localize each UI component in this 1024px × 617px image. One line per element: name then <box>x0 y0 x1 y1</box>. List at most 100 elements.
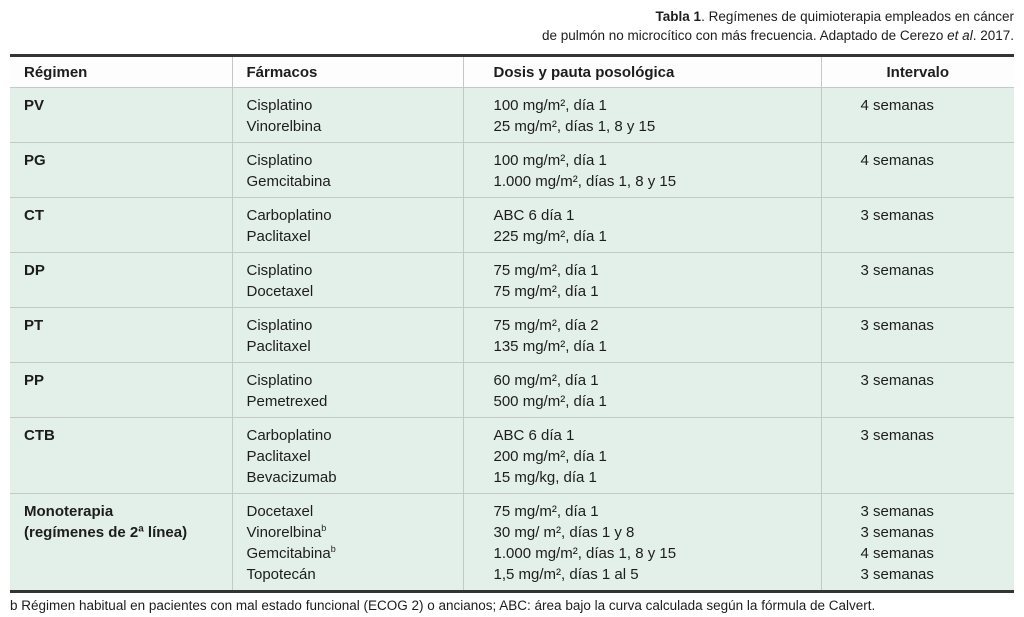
drug-name: Paclitaxel <box>246 228 311 245</box>
drug-name: Paclitaxel <box>246 338 311 355</box>
regimen-label: PV <box>24 97 45 114</box>
footnote-marker: b <box>321 523 327 533</box>
regimen-label: CT <box>24 207 44 224</box>
caption-line-2-start: de pulmón no microcítico con más frecuen… <box>541 28 948 43</box>
drug-name: Vinorelbina <box>246 118 322 135</box>
dose-text: 225 mg/m², día 1 <box>493 228 607 245</box>
dose-text: 30 mg/ m², días 1 y 8 <box>493 524 635 541</box>
regimen-cell: Monoterapia (regímenes de 2ª línea) <box>10 493 232 592</box>
drugs-cell: Cisplatino Paclitaxel <box>231 307 463 363</box>
table-footnote: b Régimen habitual en pacientes con mal … <box>10 598 876 613</box>
dose-text: 100 mg/m², día 1 <box>493 152 607 169</box>
doses-cell: 75 mg/m², día 1 30 mg/ m², días 1 y 8 1.00… <box>462 493 821 592</box>
column-header-farmacos: Fármacos <box>231 55 463 88</box>
intervals-cell: 3 semanas <box>820 252 1014 308</box>
dose-text: 1,5 mg/m², días 1 al 5 <box>493 566 639 583</box>
table-caption: Tabla 1. Regímenes de quimioterapia empl… <box>10 7 1014 45</box>
interval-text: 4 semanas <box>860 152 934 169</box>
drug-name: Pemetrexed <box>246 393 328 410</box>
interval-text: 3 semanas <box>860 427 934 444</box>
interval-text: 4 semanas <box>860 97 934 114</box>
interval-text: 3 semanas <box>860 524 934 541</box>
table-row: DP Cisplatino Docetaxel 75 mg/m², día 1 75 m… <box>10 252 1014 308</box>
dose-text: 500 mg/m², día 1 <box>493 393 607 410</box>
dose-text: 15 mg/kg, día 1 <box>493 469 597 486</box>
table-row: CTB Carboplatino Paclitaxel Bevacizumab ABC … <box>10 417 1014 494</box>
regimen-label: PP <box>24 372 45 389</box>
table-row: Monoterapia (regímenes de 2ª línea) Doceta… <box>10 493 1014 592</box>
table-row: PP Cisplatino Pemetrexed 60 mg/m², día 1 500… <box>10 362 1014 418</box>
table-row: CT Carboplatino Paclitaxel ABC 6 día 1 225 m… <box>10 197 1014 253</box>
drug-name: Gemcitabinab <box>246 544 336 563</box>
dose-text: 1.000 mg/m², días 1, 8 y 15 <box>493 545 677 562</box>
drug-name: Carboplatino <box>246 207 332 224</box>
caption-et-al: et al <box>947 28 973 43</box>
doses-cell: 60 mg/m², día 1 500 mg/m², día 1 <box>462 362 821 418</box>
drug-name: Carboplatino <box>246 427 332 444</box>
drug-name: Paclitaxel <box>246 448 311 465</box>
drug-name: Cisplatino <box>246 152 313 169</box>
drug-name: Docetaxel <box>246 503 314 520</box>
caption-line-1: Tabla 1. Regímenes de quimioterapia empl… <box>10 7 1014 26</box>
caption-table-number: Tabla 1 <box>655 9 702 24</box>
drugs-cell: Carboplatino Paclitaxel Bevacizumab <box>231 417 463 494</box>
table-row: PV Cisplatino Vinorelbina 100 mg/m², día 1 2… <box>10 87 1014 143</box>
table-body: PV Cisplatino Vinorelbina 100 mg/m², día 1 2… <box>10 87 1014 592</box>
interval-text: 3 semanas <box>860 372 934 389</box>
regimen-label: PG <box>24 152 46 169</box>
column-header-intervalo: Intervalo <box>820 55 1014 88</box>
dose-text: 75 mg/m², día 1 <box>493 262 599 279</box>
regimen-label: PT <box>24 317 44 334</box>
drug-name: Vinorelbinab <box>246 523 327 542</box>
intervals-cell: 4 semanas <box>820 87 1014 143</box>
interval-text: 3 semanas <box>860 262 934 279</box>
drugs-cell: Docetaxel Vinorelbinab Gemcitabinab Topotec… <box>231 493 463 592</box>
regimen-label: CTB <box>24 427 55 444</box>
table-row: PT Cisplatino Paclitaxel 75 mg/m², día 2 135… <box>10 307 1014 363</box>
regimen-cell: DP <box>10 252 232 308</box>
intervals-cell: 3 semanas <box>820 307 1014 363</box>
drug-name: Gemcitabina <box>246 173 331 190</box>
drugs-cell: Cisplatino Gemcitabina <box>231 142 463 198</box>
drug-name: Cisplatino <box>246 97 313 114</box>
footnote-marker: b <box>330 544 336 554</box>
dose-text: 25 mg/m², días 1, 8 y 15 <box>493 118 656 135</box>
regimen-cell: CT <box>10 197 232 253</box>
intervals-cell: 3 semanas <box>820 362 1014 418</box>
regimen-label: DP <box>24 262 45 279</box>
regimen-label: Monoterapia <box>24 503 114 520</box>
interval-text: 3 semanas <box>860 503 934 520</box>
drug-name: Cisplatino <box>246 372 313 389</box>
regimen-cell: PT <box>10 307 232 363</box>
dose-text: ABC 6 día 1 <box>493 427 575 444</box>
intervals-cell: 4 semanas <box>820 142 1014 198</box>
drugs-cell: Cisplatino Docetaxel <box>231 252 463 308</box>
dose-text: 75 mg/m², día 1 <box>493 283 599 300</box>
regimen-label: (regímenes de 2ª línea) <box>24 524 188 541</box>
doses-cell: ABC 6 día 1 225 mg/m², día 1 <box>462 197 821 253</box>
interval-text: 4 semanas <box>860 545 934 562</box>
caption-line-2: de pulmón no microcítico con más frecuen… <box>10 26 1014 45</box>
drug-name: Docetaxel <box>246 283 314 300</box>
caption-line-2-end: . 2017. <box>972 28 1014 43</box>
doses-cell: 100 mg/m², día 1 25 mg/m², días 1, 8 y 15 <box>462 87 821 143</box>
table-header-row: Régimen Fármacos Dosis y pauta posológic… <box>10 55 1014 88</box>
drug-name: Cisplatino <box>246 317 313 334</box>
doses-cell: 75 mg/m², día 1 75 mg/m², día 1 <box>462 252 821 308</box>
drugs-cell: Cisplatino Pemetrexed <box>231 362 463 418</box>
dose-text: 135 mg/m², día 1 <box>493 338 607 355</box>
drug-name: Cisplatino <box>246 262 313 279</box>
dose-text: 200 mg/m², día 1 <box>493 448 607 465</box>
intervals-cell: 3 semanas <box>820 197 1014 253</box>
interval-text: 3 semanas <box>860 566 934 583</box>
drug-name: Topotecán <box>246 566 316 583</box>
caption-line-1-text: . Regímenes de quimioterapia empleados e… <box>701 9 1014 24</box>
regimen-cell: PV <box>10 87 232 143</box>
doses-cell: 100 mg/m², día 1 1.000 mg/m², días 1, 8 y… <box>462 142 821 198</box>
column-header-regimen: Régimen <box>10 55 232 88</box>
regimen-cell: PG <box>10 142 232 198</box>
doses-cell: ABC 6 día 1 200 mg/m², día 1 15 mg/kg, día… <box>462 417 821 494</box>
drug-name: Bevacizumab <box>246 469 337 486</box>
regimen-cell: PP <box>10 362 232 418</box>
